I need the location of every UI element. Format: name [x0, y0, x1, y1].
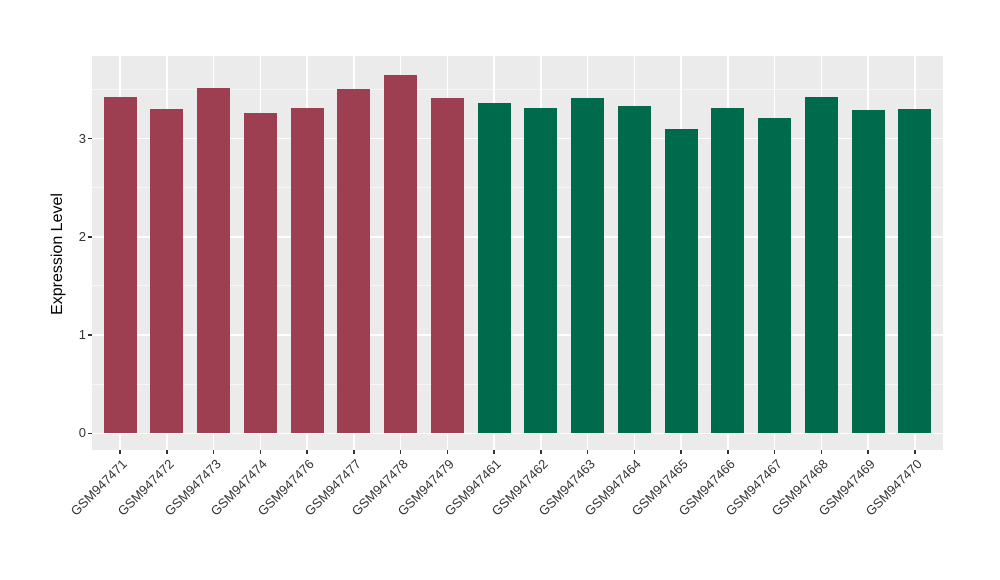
gridline-major-h: [92, 334, 943, 336]
x-tick-mark: [166, 450, 168, 454]
gridline-major-h: [92, 432, 943, 435]
x-tick-mark: [680, 450, 682, 454]
y-tick-label: 3: [78, 130, 86, 146]
bar: [524, 108, 558, 434]
y-tick-mark: [88, 236, 92, 238]
bar: [243, 112, 277, 434]
bar: [337, 89, 371, 434]
bar: [150, 109, 184, 434]
x-tick-mark: [773, 450, 776, 454]
bar: [758, 117, 792, 434]
bar: [477, 103, 511, 434]
x-tick-mark: [353, 450, 355, 454]
bar: [711, 108, 745, 434]
x-tick-mark: [212, 450, 215, 454]
x-tick-mark: [867, 450, 869, 454]
y-tick-label: 2: [78, 228, 86, 244]
gridline-major-h: [92, 137, 943, 140]
x-tick-mark: [259, 450, 262, 454]
x-tick-mark: [306, 450, 308, 454]
x-tick-mark: [727, 450, 729, 454]
bar: [804, 97, 838, 434]
bar: [898, 109, 932, 434]
x-tick-mark: [540, 450, 542, 454]
bar: [197, 88, 231, 434]
y-tick-mark: [88, 334, 92, 336]
x-tick-mark: [399, 450, 402, 454]
bar: [851, 110, 885, 434]
y-tick-label: 0: [78, 425, 86, 441]
x-tick-mark: [493, 450, 495, 454]
bar: [430, 98, 464, 434]
gridline-minor-h: [92, 88, 943, 90]
bar: [664, 128, 698, 434]
gridline-major-h: [92, 236, 943, 238]
plot-panel: [92, 56, 943, 450]
bar: [384, 74, 418, 434]
x-tick-mark: [446, 450, 449, 454]
y-tick-mark: [88, 432, 92, 435]
x-tick-mark: [633, 450, 636, 454]
y-tick-mark: [88, 137, 92, 140]
gridline-minor-h: [92, 285, 943, 287]
gridline-minor-h: [92, 383, 943, 385]
x-tick-mark: [820, 450, 823, 454]
bar: [290, 108, 324, 434]
gridline-minor-h: [92, 187, 943, 189]
bar: [571, 98, 605, 434]
bar: [103, 97, 137, 434]
x-tick-mark: [914, 450, 916, 454]
y-tick-label: 1: [78, 327, 86, 343]
x-tick-mark: [119, 450, 121, 454]
bar: [617, 106, 651, 434]
x-tick-mark: [586, 450, 589, 454]
